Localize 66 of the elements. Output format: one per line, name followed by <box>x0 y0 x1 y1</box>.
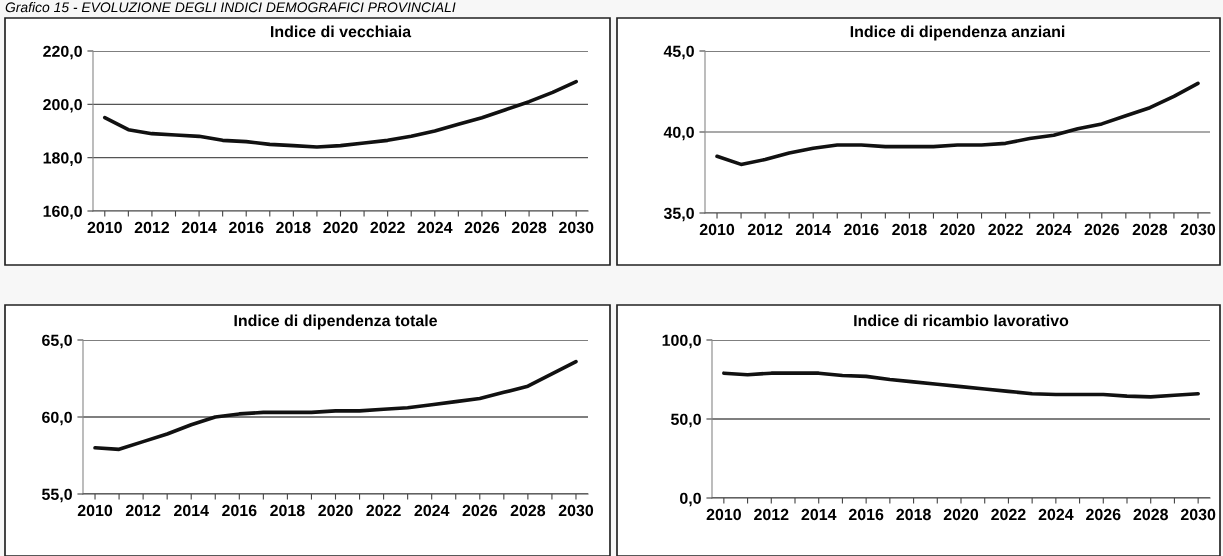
y-tick-label: 0,0 <box>680 492 701 507</box>
line-series <box>715 81 1200 167</box>
y-tick-label: 160,0 <box>43 205 82 220</box>
x-tick-label: 2016 <box>222 504 257 517</box>
y-tick-label: 180,0 <box>43 152 82 166</box>
y-tick-label: 45,0 <box>663 45 694 60</box>
x-tick-label: 2024 <box>1036 223 1072 236</box>
y-tick-label: 35,0 <box>663 207 694 222</box>
x-tick-label: 2020 <box>943 508 979 521</box>
x-tick-label: 2020 <box>318 504 353 517</box>
line-series <box>93 359 578 452</box>
x-tick-label: 2010 <box>77 504 113 517</box>
x-tick-label: 2010 <box>706 508 741 521</box>
line-series <box>722 371 1200 399</box>
text: Grafico 15 - EVOLUZIONE DEGLI INDICI DEMOGRAFICI PROVINCIALI <box>5 2 456 13</box>
y-tick-label: 100,0 <box>662 334 701 349</box>
x-tick-label: 2014 <box>181 221 217 234</box>
chart-title: Indice di ricambio lavorativo <box>854 314 1069 327</box>
x-tick-label: 2030 <box>559 221 594 234</box>
y-tick-label: 40,0 <box>663 126 694 141</box>
chart-title: Indice di vecchiaia <box>271 25 412 38</box>
x-tick-label: 2024 <box>417 221 453 234</box>
x-tick-label: 2016 <box>229 221 264 234</box>
x-tick-label: 2024 <box>414 504 450 517</box>
x-tick-label: 2012 <box>754 508 789 521</box>
x-tick-label: 2010 <box>699 223 735 236</box>
x-tick-label: 2022 <box>366 504 401 517</box>
x-tick-label: 2018 <box>896 508 931 521</box>
chart-title: Indice di dipendenza totale <box>234 314 438 330</box>
x-tick-label: 2030 <box>1180 223 1216 236</box>
x-tick-label: 2020 <box>323 221 358 234</box>
x-tick-label: 2022 <box>991 508 1026 521</box>
x-tick-label: 2026 <box>1084 223 1119 236</box>
x-tick-label: 2022 <box>988 223 1023 236</box>
y-tick-label: 55,0 <box>41 488 72 503</box>
x-tick-label: 2026 <box>464 221 500 234</box>
y-tick-label: 220,0 <box>43 45 82 60</box>
x-tick-label: 2010 <box>87 221 122 234</box>
y-tick-label: 60,0 <box>42 411 72 426</box>
x-tick-label: 2016 <box>844 223 879 236</box>
x-tick-label: 2014 <box>801 508 837 521</box>
x-tick-label: 2018 <box>276 221 311 234</box>
x-tick-label: 2028 <box>511 221 547 234</box>
x-tick-label: 2016 <box>848 508 884 521</box>
x-tick-label: 2012 <box>134 221 170 234</box>
x-tick-label: 2028 <box>1132 223 1168 236</box>
x-tick-label: 2024 <box>1038 508 1074 521</box>
chart-title: Indice di dipendenza anziani <box>850 25 1065 41</box>
x-tick-label: 2014 <box>174 504 209 517</box>
x-tick-label: 2028 <box>1133 508 1168 521</box>
line-series <box>102 79 579 149</box>
x-tick-label: 2012 <box>747 223 783 236</box>
y-tick-label: 200,0 <box>43 98 82 113</box>
y-tick-label: 65,0 <box>42 334 72 349</box>
x-tick-label: 2018 <box>270 504 305 517</box>
x-tick-label: 2014 <box>796 223 831 236</box>
x-tick-label: 2026 <box>462 504 497 517</box>
x-tick-label: 2022 <box>370 221 405 234</box>
x-tick-label: 2030 <box>558 504 594 517</box>
x-tick-label: 2012 <box>125 504 161 517</box>
x-tick-label: 2028 <box>510 504 546 517</box>
x-tick-label: 2020 <box>940 223 975 236</box>
x-tick-label: 2026 <box>1086 508 1121 521</box>
x-tick-label: 2018 <box>892 223 927 236</box>
y-tick-label: 50,0 <box>670 413 701 428</box>
x-tick-label: 2030 <box>1180 508 1216 521</box>
